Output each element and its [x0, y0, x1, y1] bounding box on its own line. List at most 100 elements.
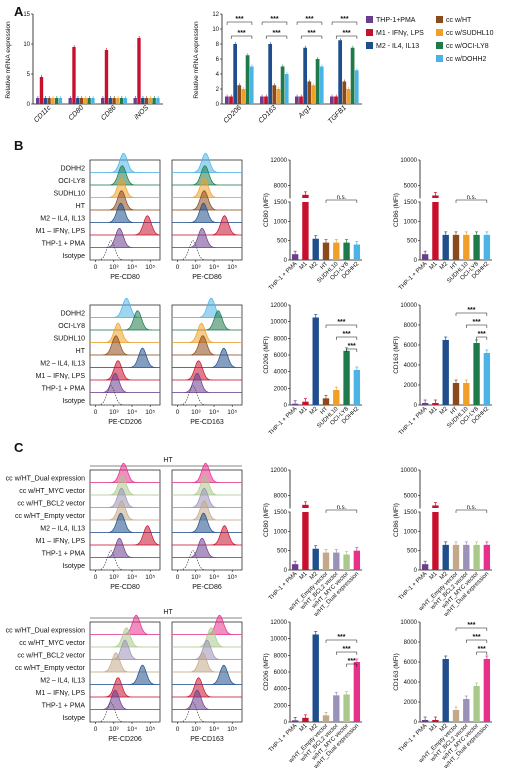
- flow-c-cd80-histogram: [90, 500, 160, 521]
- flow-c-cd80-xlabel: PE-CD80: [110, 584, 140, 591]
- flow-c-cd86-histogram: [172, 525, 242, 546]
- mfi-b-cd163-significance: ***: [467, 307, 475, 314]
- flow-b-cd206-histogram: [90, 347, 160, 368]
- mfi-b-cd80-bar: [333, 242, 340, 260]
- mfi-b-cd86-bar: [432, 202, 439, 260]
- chart-a-right-bracket: [261, 21, 288, 25]
- mfi-b-cd163-bracket: [466, 324, 488, 328]
- mfi-b-cd206-category-label: THP-1 + PMA: [268, 406, 299, 437]
- chart-a-right-bar: [225, 96, 229, 104]
- mfi-c-cd86-significance: n.s.: [467, 505, 477, 511]
- mfi-c-cd206-ytick-label: 2000: [274, 703, 288, 709]
- mfi-b-cd163-significance: ***: [472, 319, 480, 326]
- mfi-b-cd80-ytick-label: 12000: [270, 158, 287, 164]
- flow-c-cd80-xtick-label: 10⁵: [145, 574, 155, 581]
- flow-b-cd163-histogram: [172, 372, 242, 393]
- flow-b-bottom-row-label: M2 – IL4, IL13: [40, 361, 85, 368]
- mfi-c-cd206-ytick-label: 6000: [274, 670, 288, 676]
- mfi-b-cd80-ytick-label: 500: [277, 239, 288, 245]
- chart-a-right-ytick-label: 12: [212, 12, 219, 18]
- flow-b-cd86-histogram: [172, 215, 242, 236]
- chart-a-right-category-label: CD163: [258, 104, 278, 124]
- mfi-b-cd206-ytick-label: 12000: [270, 303, 287, 309]
- chart-a-right-ytick-label: 2: [216, 87, 220, 93]
- flow-b-cd86-histogram: [172, 165, 242, 186]
- flow-b-cd86-histogram: [172, 227, 242, 248]
- legend-swatch: [436, 55, 443, 62]
- chart-a-left-bar: [87, 98, 91, 104]
- mfi-b-cd80-category-label: M2: [309, 261, 320, 272]
- flow-c-cd206-xtick-label: 10⁴: [127, 726, 137, 733]
- mfi-b-cd86-bracket: [455, 199, 488, 203]
- flow-c-cd86-xtick-label: 0: [176, 574, 180, 581]
- mfi-b-cd206-category-label: M2: [309, 406, 320, 417]
- legend-swatch: [436, 42, 443, 49]
- mfi-c-cd86-bar: [473, 544, 480, 570]
- chart-a-right-bracket: [230, 35, 253, 39]
- flow-b-cd86-histogram: [172, 190, 242, 211]
- chart-a-right-category-label: Arg1: [297, 104, 313, 120]
- legend-label: cc w/HT: [446, 17, 472, 24]
- mfi-c-cd80-bar: [322, 552, 330, 570]
- flow-c-cd86-xtick-label: 10³: [191, 574, 201, 581]
- flow-b-cd80-xtick-label: 10⁴: [127, 264, 137, 271]
- flow-c-cd163-histogram: [172, 677, 242, 698]
- flow-c-cd163-histogram: [172, 627, 242, 648]
- flow-b-cd163-histogram: [172, 310, 242, 331]
- mfi-c-cd163-ylabel: CD163 (MFI): [393, 653, 400, 691]
- mfi-b-cd80-category-label: M1: [299, 261, 310, 272]
- flow-b-cd206-isotype-histogram: [90, 385, 160, 406]
- flow-c-cd206-xtick-label: 0: [94, 726, 98, 733]
- chart-a-right-bracket: [300, 35, 323, 39]
- flow-b-cd206-histogram: [90, 360, 160, 381]
- mfi-b-cd206-category-label: HT: [320, 406, 330, 416]
- mfi-c-cd163-bar: [421, 720, 429, 722]
- chart-a-left-category-label: CD80: [68, 104, 86, 122]
- mfi-c-cd206-ytick-label: 8000: [274, 653, 288, 659]
- flow-b-cd86-histogram: [172, 202, 242, 223]
- flow-b-top-row-label: DOHH2: [60, 166, 85, 173]
- flow-b-cd206-xtick-label: 10³: [109, 409, 119, 416]
- mfi-b-cd163-category-label: HT: [450, 406, 460, 416]
- flow-b-cd206-xtick-label: 0: [94, 409, 98, 416]
- mfi-c-cd206-ytick-label: 4000: [274, 687, 288, 693]
- mfi-c-cd86-axis-break: [417, 508, 423, 512]
- mfi-b-cd86-ytick-label: 1500: [404, 200, 418, 206]
- flow-c-cd86-histogram: [172, 462, 242, 483]
- chart-a-left-bar: [148, 98, 153, 104]
- chart-a-right-bar: [237, 85, 242, 104]
- mfi-c-cd86-bracket: [455, 509, 488, 513]
- mfi-b-cd163-bracket: [476, 336, 488, 340]
- flow-c-bottom-row-label: M1 – IFNγ, LPS: [36, 690, 86, 697]
- flow-c-top-row-label: Isotype: [62, 563, 85, 570]
- flow-b-cd206-histogram: [90, 310, 160, 331]
- legend-swatch: [436, 29, 443, 36]
- mfi-b-cd80-bar: [312, 238, 319, 260]
- mfi-b-cd86-bar: [452, 234, 460, 260]
- flow-c-cd86-xtick-label: 10⁵: [227, 574, 237, 581]
- mfi-c-cd86-ytick-label: 5000: [404, 493, 418, 499]
- chart-a-right-bracket: [335, 35, 358, 39]
- chart-a-right-bar: [338, 40, 343, 104]
- chart-a-left-bar: [54, 98, 59, 104]
- mfi-c-cd206-bar: [322, 715, 330, 722]
- chart-a-left-bar: [47, 98, 51, 104]
- chart-a-right-significance: ***: [307, 30, 315, 37]
- flow-c-cd80-xtick-label: 0: [94, 574, 98, 581]
- mfi-b-cd80-bar: [353, 244, 361, 260]
- mfi-c-cd206-ylabel: CD206 (MFI): [263, 653, 270, 691]
- chart-a-right-bar: [245, 55, 250, 104]
- legend-swatch: [366, 29, 373, 36]
- flow-b-cd86-xtick-label: 10⁴: [209, 264, 219, 271]
- flow-c-cd163-histogram: [172, 664, 242, 685]
- chart-a-right-bar: [260, 96, 264, 104]
- chart-a-right-bar: [233, 44, 238, 104]
- mfi-b-cd206-bar: [322, 398, 330, 405]
- chart-a-right-bar: [319, 66, 324, 104]
- mfi-b-cd86-bar: [442, 234, 449, 260]
- mfi-b-cd163-bar: [452, 383, 460, 405]
- flow-b-bottom-row-label: DOHH2: [60, 311, 85, 318]
- mfi-c-cd163-ytick-label: 4000: [404, 680, 418, 686]
- mfi-c-cd80-ytick-label: 8000: [274, 493, 288, 499]
- flow-b-cd80-isotype-histogram: [90, 240, 160, 261]
